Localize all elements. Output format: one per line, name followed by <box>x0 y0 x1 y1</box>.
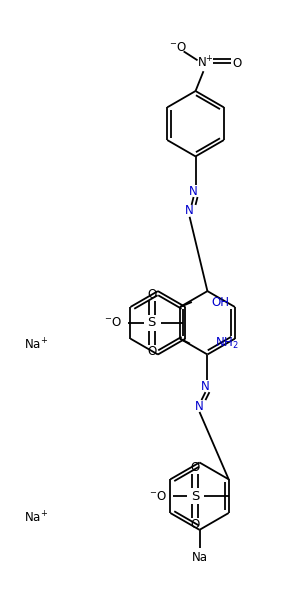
Text: $^{-}$O: $^{-}$O <box>169 41 187 54</box>
Text: O: O <box>147 288 156 300</box>
Text: NH$_2$: NH$_2$ <box>215 336 238 351</box>
Text: N: N <box>195 399 204 413</box>
Text: Na$^{+}$: Na$^{+}$ <box>24 337 48 352</box>
Text: O: O <box>232 57 242 70</box>
Text: N: N <box>185 205 194 217</box>
Text: Na$^{+}$: Na$^{+}$ <box>24 510 48 526</box>
Text: N: N <box>189 185 198 197</box>
Text: O: O <box>190 518 200 531</box>
Text: S: S <box>148 316 156 330</box>
Text: O: O <box>190 461 200 474</box>
Text: $^{-}$O: $^{-}$O <box>104 316 122 330</box>
Text: OH: OH <box>212 296 230 308</box>
Text: N$^{+}$: N$^{+}$ <box>197 56 214 71</box>
Text: S: S <box>191 490 199 503</box>
Text: N: N <box>201 380 210 393</box>
Text: $^{-}$O: $^{-}$O <box>149 490 167 503</box>
Text: O: O <box>147 345 156 358</box>
Text: Na: Na <box>191 551 207 564</box>
